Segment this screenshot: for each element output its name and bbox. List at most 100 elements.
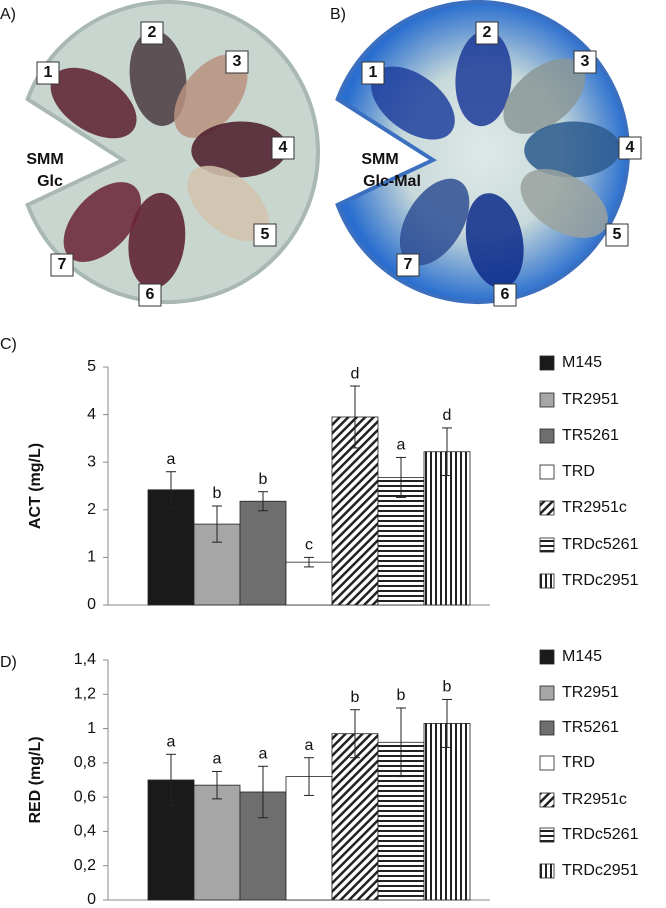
strain-label: 4	[279, 139, 288, 156]
strain-box	[618, 136, 642, 160]
panel-label: B)	[330, 6, 346, 23]
strain-label: 1	[44, 64, 53, 81]
streak	[524, 121, 621, 178]
bar	[377, 477, 425, 606]
y-tick-label: 1	[87, 720, 96, 737]
significance-label: b	[351, 689, 360, 706]
strain-label: 3	[233, 53, 242, 70]
legend-swatch	[539, 573, 555, 589]
y-tick-label: 4	[87, 406, 96, 423]
significance-label: a	[259, 746, 268, 763]
error-bar	[396, 707, 406, 778]
strain-box	[138, 283, 162, 307]
strain-box	[140, 21, 164, 45]
y-axis-label: RED (mg/L)	[27, 736, 44, 823]
legend-label: TRDc5261	[562, 536, 639, 553]
streak	[503, 58, 586, 134]
strain-box	[573, 50, 597, 74]
y-tick-label: 0	[87, 596, 96, 613]
y-tick-label: 3	[87, 453, 96, 470]
strain-box	[253, 223, 277, 247]
strain-box	[36, 61, 60, 85]
error-bar	[212, 770, 222, 800]
strain-box	[361, 61, 385, 85]
significance-label: d	[443, 407, 452, 424]
bar	[285, 776, 333, 901]
significance-label: a	[167, 734, 176, 751]
strain-label: 2	[483, 24, 492, 41]
strain-label: 1	[369, 64, 378, 81]
bar	[239, 500, 287, 606]
significance-label: d	[351, 365, 360, 382]
bar	[239, 791, 287, 901]
legend-swatch	[539, 685, 555, 701]
bar	[285, 561, 333, 606]
strain-label: 7	[404, 256, 413, 273]
streak	[63, 182, 141, 262]
panel-label: D)	[0, 654, 17, 671]
streak	[465, 193, 524, 289]
legend-swatch	[539, 500, 555, 516]
bar	[423, 451, 471, 606]
error-bar	[304, 556, 314, 568]
legend-label: TR5261	[562, 427, 619, 444]
legend-label: TRD	[562, 463, 595, 480]
error-bar	[166, 753, 176, 807]
legend-label: TRDc2951	[562, 862, 639, 879]
error-bar	[350, 385, 360, 449]
streak	[187, 165, 269, 242]
bar	[423, 723, 471, 901]
medium-label: Glc-Mal	[363, 173, 421, 190]
legend-swatch	[539, 464, 555, 480]
strain-box	[396, 253, 420, 277]
strain-label: 2	[148, 24, 157, 41]
strain-label: 5	[613, 226, 622, 243]
significance-label: b	[259, 471, 268, 488]
strain-box	[50, 253, 74, 277]
significance-label: b	[443, 679, 452, 696]
legend-label: TR2951c	[562, 499, 627, 516]
strain-label: 7	[58, 256, 67, 273]
error-bar	[396, 456, 406, 498]
y-tick-label: 0,6	[74, 788, 96, 805]
error-bar	[304, 757, 314, 796]
legend-label: TR2951	[562, 391, 619, 408]
y-tick-label: 1	[87, 549, 96, 566]
strain-label: 4	[626, 139, 635, 156]
strain-box	[225, 50, 249, 74]
y-tick-label: 2	[87, 501, 96, 518]
y-axis-label: ACT (mg/L)	[27, 443, 44, 529]
streak	[520, 169, 608, 238]
strain-label: 6	[501, 286, 510, 303]
streak	[174, 54, 248, 138]
error-bar	[258, 765, 268, 819]
streak	[455, 30, 512, 127]
strain-label: 5	[261, 226, 270, 243]
significance-label: a	[305, 737, 314, 754]
streak	[371, 66, 455, 140]
strain-box	[271, 136, 295, 160]
y-tick-label: 1,2	[74, 686, 96, 703]
legend-label: TR2951	[562, 684, 619, 701]
strain-box	[475, 21, 499, 45]
panel-label: A)	[0, 6, 16, 23]
panel-label: C)	[0, 336, 17, 353]
medium-label: SMM	[26, 151, 63, 168]
error-bar	[350, 709, 360, 759]
strain-label: 6	[146, 286, 155, 303]
legend-swatch	[539, 355, 555, 371]
significance-label: a	[167, 451, 176, 468]
error-bar	[442, 698, 452, 748]
legend-swatch	[539, 792, 555, 808]
medium-label: Glc	[37, 173, 63, 190]
y-tick-label: 1,4	[74, 651, 96, 668]
legend-swatch	[539, 428, 555, 444]
legend-label: TRD	[562, 754, 595, 771]
streak	[399, 178, 470, 266]
bar	[331, 733, 379, 901]
error-bar	[442, 427, 452, 477]
legend-swatch	[539, 649, 555, 665]
strain-label: 3	[581, 53, 590, 70]
legend-label: TR2951c	[562, 791, 627, 808]
